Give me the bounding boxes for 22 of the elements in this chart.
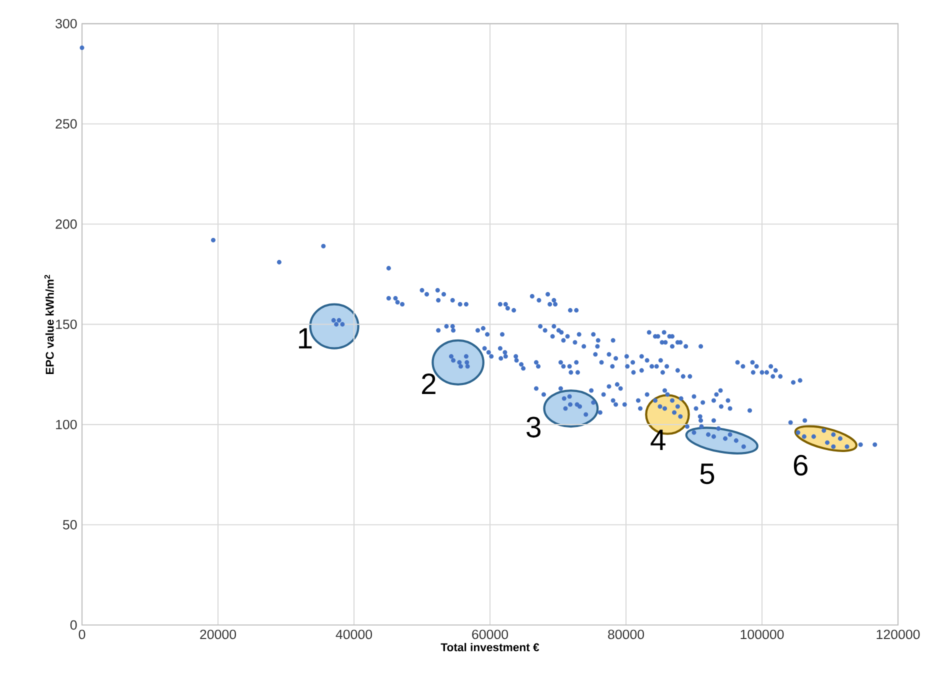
x-tick-label: 100000 <box>740 630 784 640</box>
annotation: 4 <box>650 430 666 450</box>
y-tick-label: 50 <box>63 520 77 530</box>
y-tick-label: 0 <box>70 620 77 630</box>
y-tick-label: 300 <box>56 18 77 28</box>
x-tick-label: 80000 <box>608 630 644 640</box>
x-tick-label: 0 <box>78 630 86 640</box>
annotation: 1 <box>299 328 312 348</box>
y-tick-label: 250 <box>56 119 77 129</box>
x-tick-label: 20000 <box>200 630 236 640</box>
x-tick-label: 60000 <box>472 630 508 640</box>
annotation: 5 <box>700 464 714 484</box>
annotation: 2 <box>422 373 436 394</box>
y-tick-label: 150 <box>56 320 77 330</box>
y-tick-label: 200 <box>56 219 77 229</box>
x-tick-label: 40000 <box>336 630 372 640</box>
y-axis-title: EPC value kWh/m$^{2}$ <box>44 274 54 374</box>
x-axis-title: Total investment € <box>440 642 540 652</box>
annotation: 3 <box>526 416 540 438</box>
y-tick-label: 100 <box>56 420 77 430</box>
x-tick-label: 120000 <box>876 630 920 640</box>
annotation: 6 <box>794 454 808 476</box>
